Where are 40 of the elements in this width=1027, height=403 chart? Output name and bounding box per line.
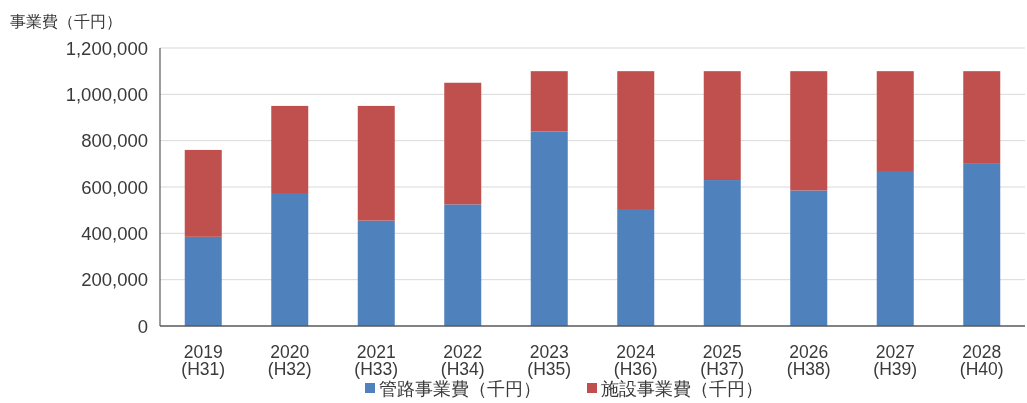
y-tick-label: 600,000 — [81, 176, 148, 198]
legend-label: 施設事業費（千円） — [601, 379, 763, 399]
bar — [703, 180, 741, 326]
legend-label: 管路事業費（千円） — [379, 379, 541, 399]
bar — [963, 163, 1001, 326]
y-tick-label: 400,000 — [81, 222, 148, 244]
bar — [271, 193, 309, 326]
bar — [444, 204, 482, 326]
x-tick-label: 2027 (H39) — [873, 342, 918, 379]
bar — [617, 71, 655, 210]
x-tick-label: 2022 (H34) — [440, 342, 485, 379]
bar — [184, 149, 222, 237]
x-tick-label: 2023 (H35) — [527, 342, 572, 379]
y-tick-label: 800,000 — [81, 130, 148, 152]
bar — [790, 71, 828, 191]
bar — [444, 82, 482, 205]
bar — [357, 220, 395, 326]
bar — [876, 71, 914, 172]
bar — [530, 71, 568, 132]
bar — [184, 236, 222, 326]
x-tick-label: 2020 (H32) — [267, 342, 312, 379]
y-tick-label: 1,000,000 — [65, 83, 148, 105]
y-tick-label: 0 — [137, 315, 148, 337]
y-axis-title: 事業費（千円） — [10, 13, 122, 30]
bar — [876, 171, 914, 326]
bar — [271, 105, 309, 194]
bar — [530, 131, 568, 326]
bar — [963, 71, 1001, 164]
bar — [617, 209, 655, 326]
bar — [790, 190, 828, 326]
x-tick-label: 2024 (H36) — [613, 342, 658, 379]
x-tick-label: 2026 (H38) — [786, 342, 831, 379]
x-tick-label: 2028 (H40) — [959, 342, 1004, 379]
x-tick-label: 2025 (H37) — [700, 342, 745, 379]
bar — [357, 105, 395, 221]
bar — [703, 71, 741, 181]
x-tick-label: 2019 (H31) — [181, 342, 226, 379]
y-tick-label: 1,200,000 — [65, 37, 148, 59]
y-tick-label: 200,000 — [81, 269, 148, 291]
x-tick-label: 2021 (H33) — [354, 342, 399, 379]
